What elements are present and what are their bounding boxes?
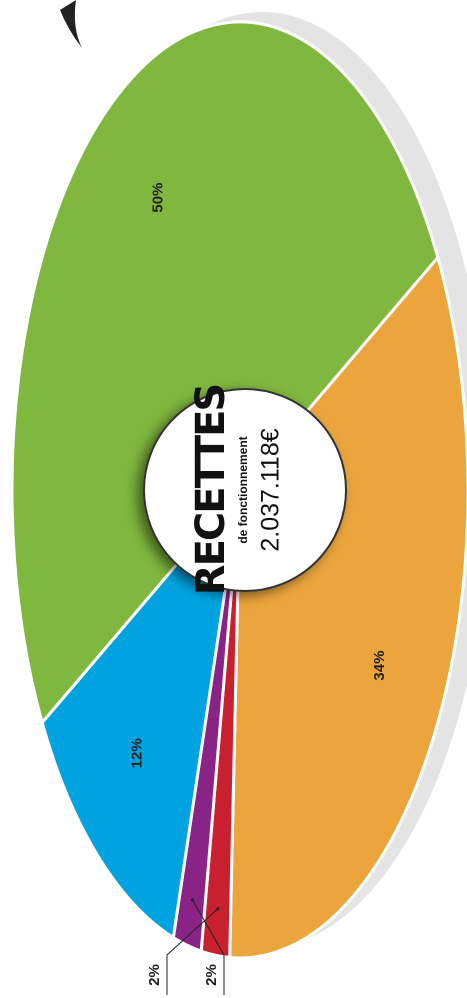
center-subtitle: de fonctionnement xyxy=(236,436,250,543)
chart: 34% 2% 2% 12% 50% RECETTES de fonctionnement… xyxy=(0,0,467,998)
value-label: 2% xyxy=(203,964,220,986)
center-total: 2.037.118€ xyxy=(257,428,285,551)
center-title: RECETTES xyxy=(188,385,234,595)
value-label: 50% xyxy=(149,183,166,213)
value-label: 2% xyxy=(146,964,163,986)
decoration xyxy=(60,0,82,48)
page: {"chart_data": {"type": "pie", "center_t… xyxy=(0,0,467,998)
value-label: 12% xyxy=(129,738,146,768)
value-label: 34% xyxy=(371,651,388,681)
